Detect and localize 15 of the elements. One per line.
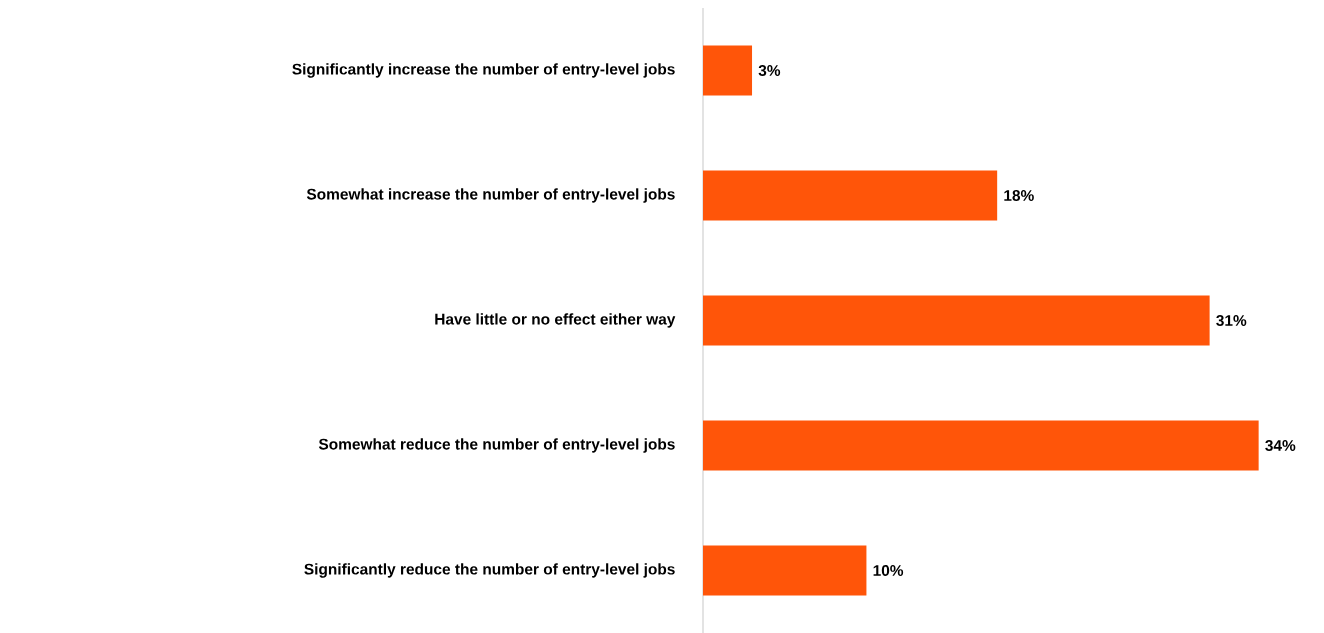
y-tick-label: Have little or no effect either way [435, 313, 676, 328]
data-label: 31% [1216, 315, 1247, 326]
bar [703, 420, 1259, 471]
y-tick-label: Somewhat reduce the number of entry-level jobs [318, 438, 675, 453]
bar [703, 545, 867, 596]
y-tick-label: Significantly increase the number of entry-level jobs [292, 63, 675, 78]
data-label: 34% [1265, 440, 1296, 451]
y-tick-label: Somewhat increase the number of entry-level jobs [306, 188, 675, 203]
y-tick-label: Significantly reduce the number of entry-level jobs [304, 563, 675, 578]
data-label: 18% [1004, 190, 1034, 201]
bar [703, 170, 998, 221]
bar [703, 295, 1210, 346]
data-label: 3% [758, 65, 781, 76]
data-label: 10% [873, 565, 904, 576]
bar [703, 45, 753, 96]
